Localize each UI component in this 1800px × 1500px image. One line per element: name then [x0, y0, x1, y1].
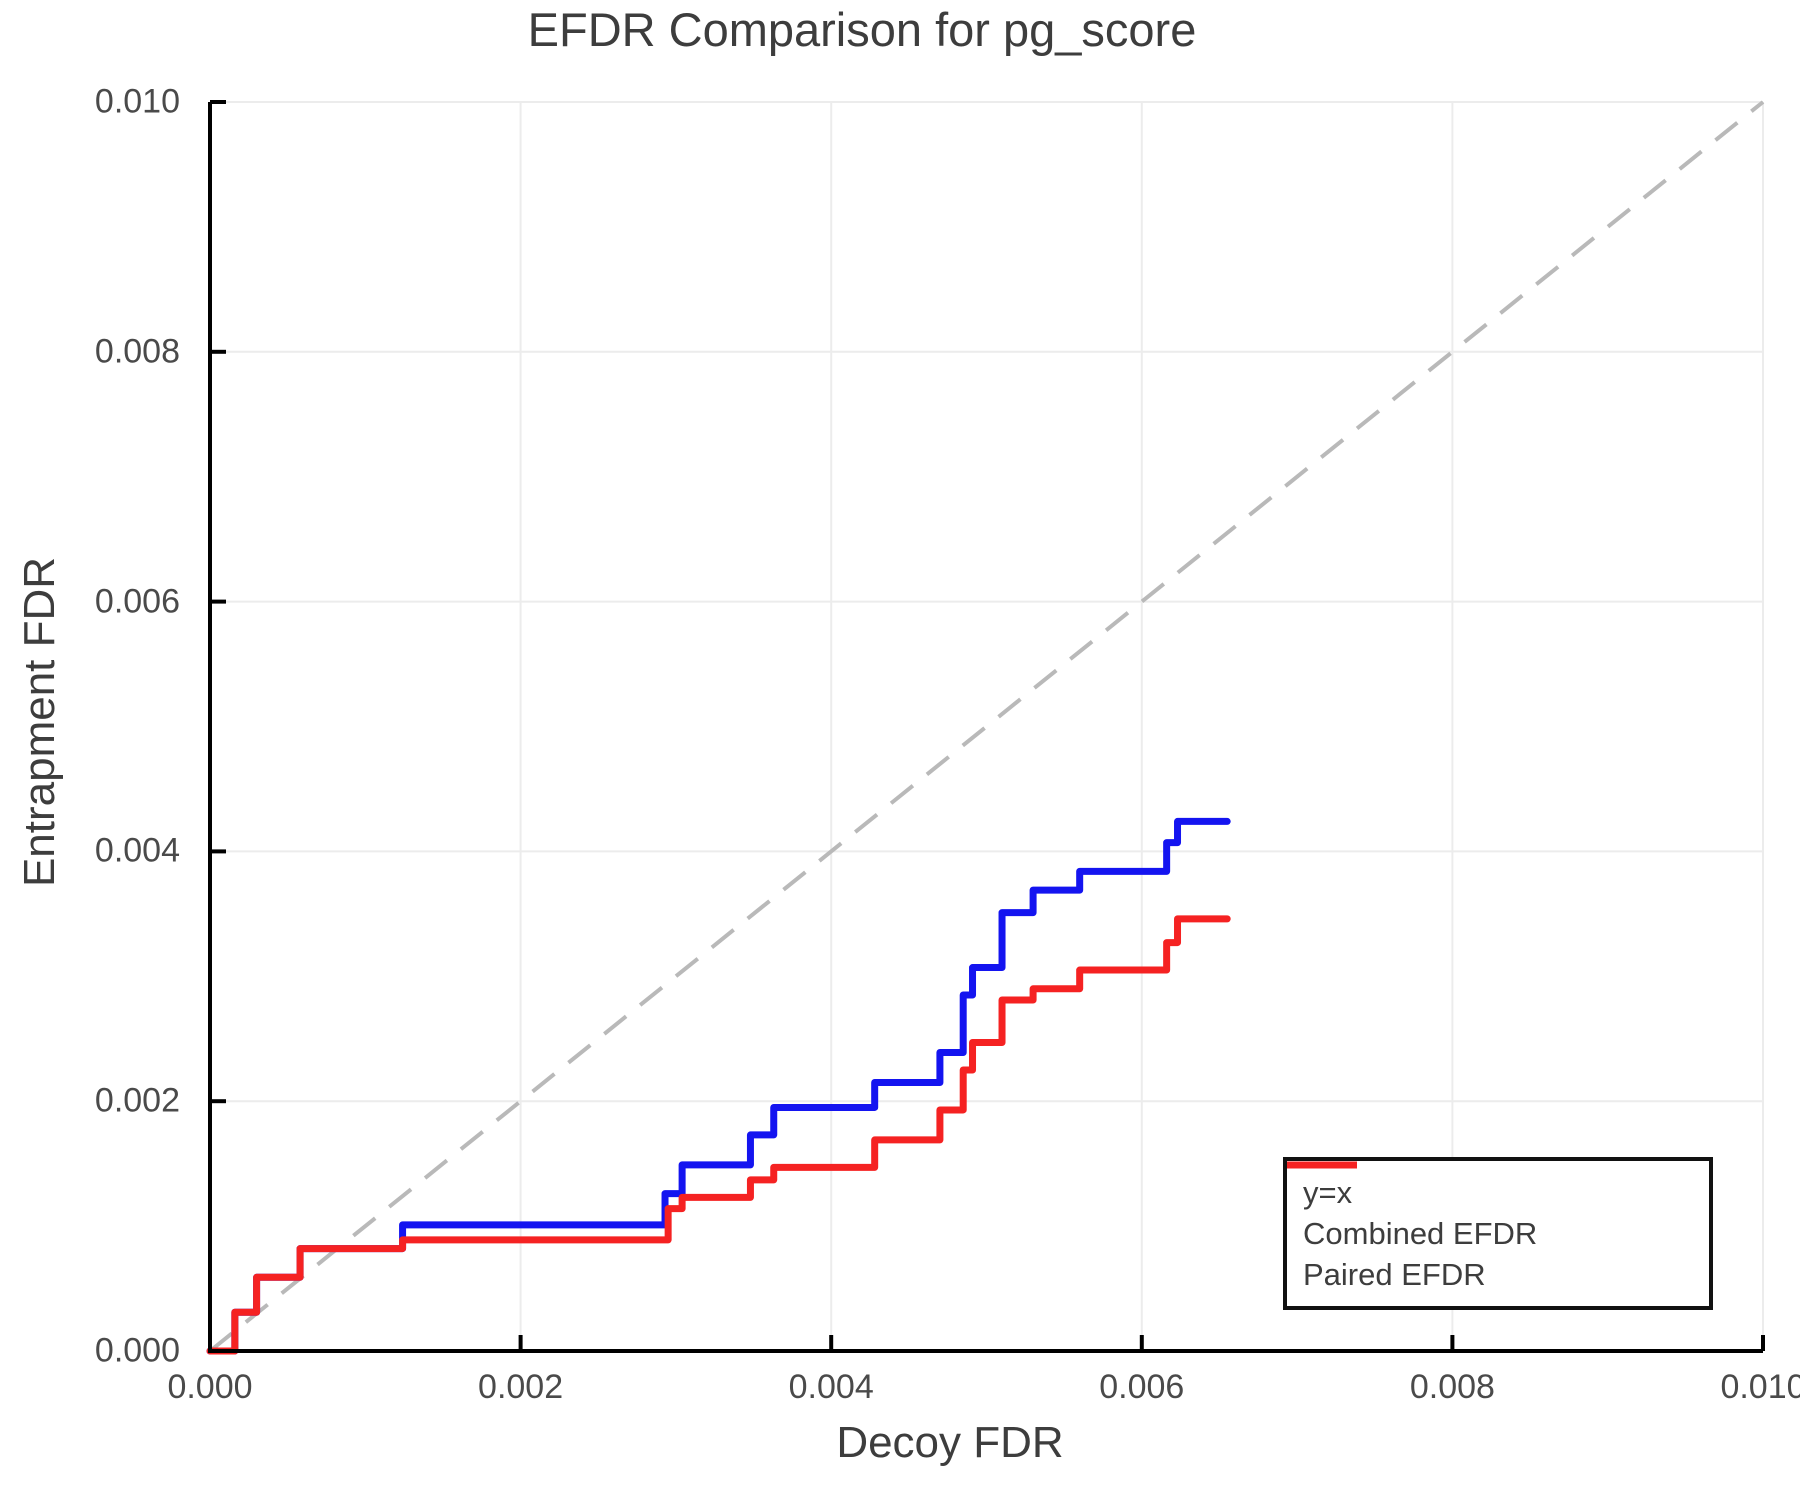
red-line-swatch	[1287, 1161, 1357, 1169]
legend-row-paired: Paired EFDR	[1287, 1161, 1709, 1293]
x-axis-label: Decoy FDR	[836, 1418, 1064, 1467]
legend-label-paired: Paired EFDR	[1303, 1256, 1486, 1292]
y-tick-label: 0.006	[94, 582, 180, 621]
chart-title: EFDR Comparison for pg_score	[527, 3, 1197, 56]
y-tick-label: 0.008	[94, 332, 180, 371]
legend-row-combined: Combined EFDR	[1287, 1161, 1709, 1252]
legend-label-combined: Combined EFDR	[1303, 1215, 1538, 1251]
x-tick-label: 0.008	[1409, 1368, 1495, 1406]
reference-line-y-equals-x	[208, 100, 1765, 1353]
x-tick-label: 0.004	[788, 1368, 874, 1406]
x-tick-label: 0.002	[478, 1368, 564, 1406]
paired-efdr-curve	[206, 915, 1231, 1355]
x-tick-label: 0.006	[1099, 1368, 1185, 1406]
y-tick-label: 0.002	[94, 1081, 180, 1120]
y-tick-label: 0.010	[94, 82, 180, 121]
legend: y=x Combined EFDR Paired EFDR	[1283, 1157, 1713, 1310]
combined-efdr-curve	[206, 817, 1231, 1355]
legend-row-yx: y=x	[1287, 1162, 1709, 1211]
y-tick-label: 0.004	[94, 831, 180, 870]
x-tick-label: 0.010	[1720, 1368, 1800, 1406]
y-tick-label: 0.000	[94, 1331, 180, 1370]
legend-label-yx: y=x	[1303, 1174, 1353, 1210]
x-tick-label: 0.000	[167, 1368, 253, 1406]
